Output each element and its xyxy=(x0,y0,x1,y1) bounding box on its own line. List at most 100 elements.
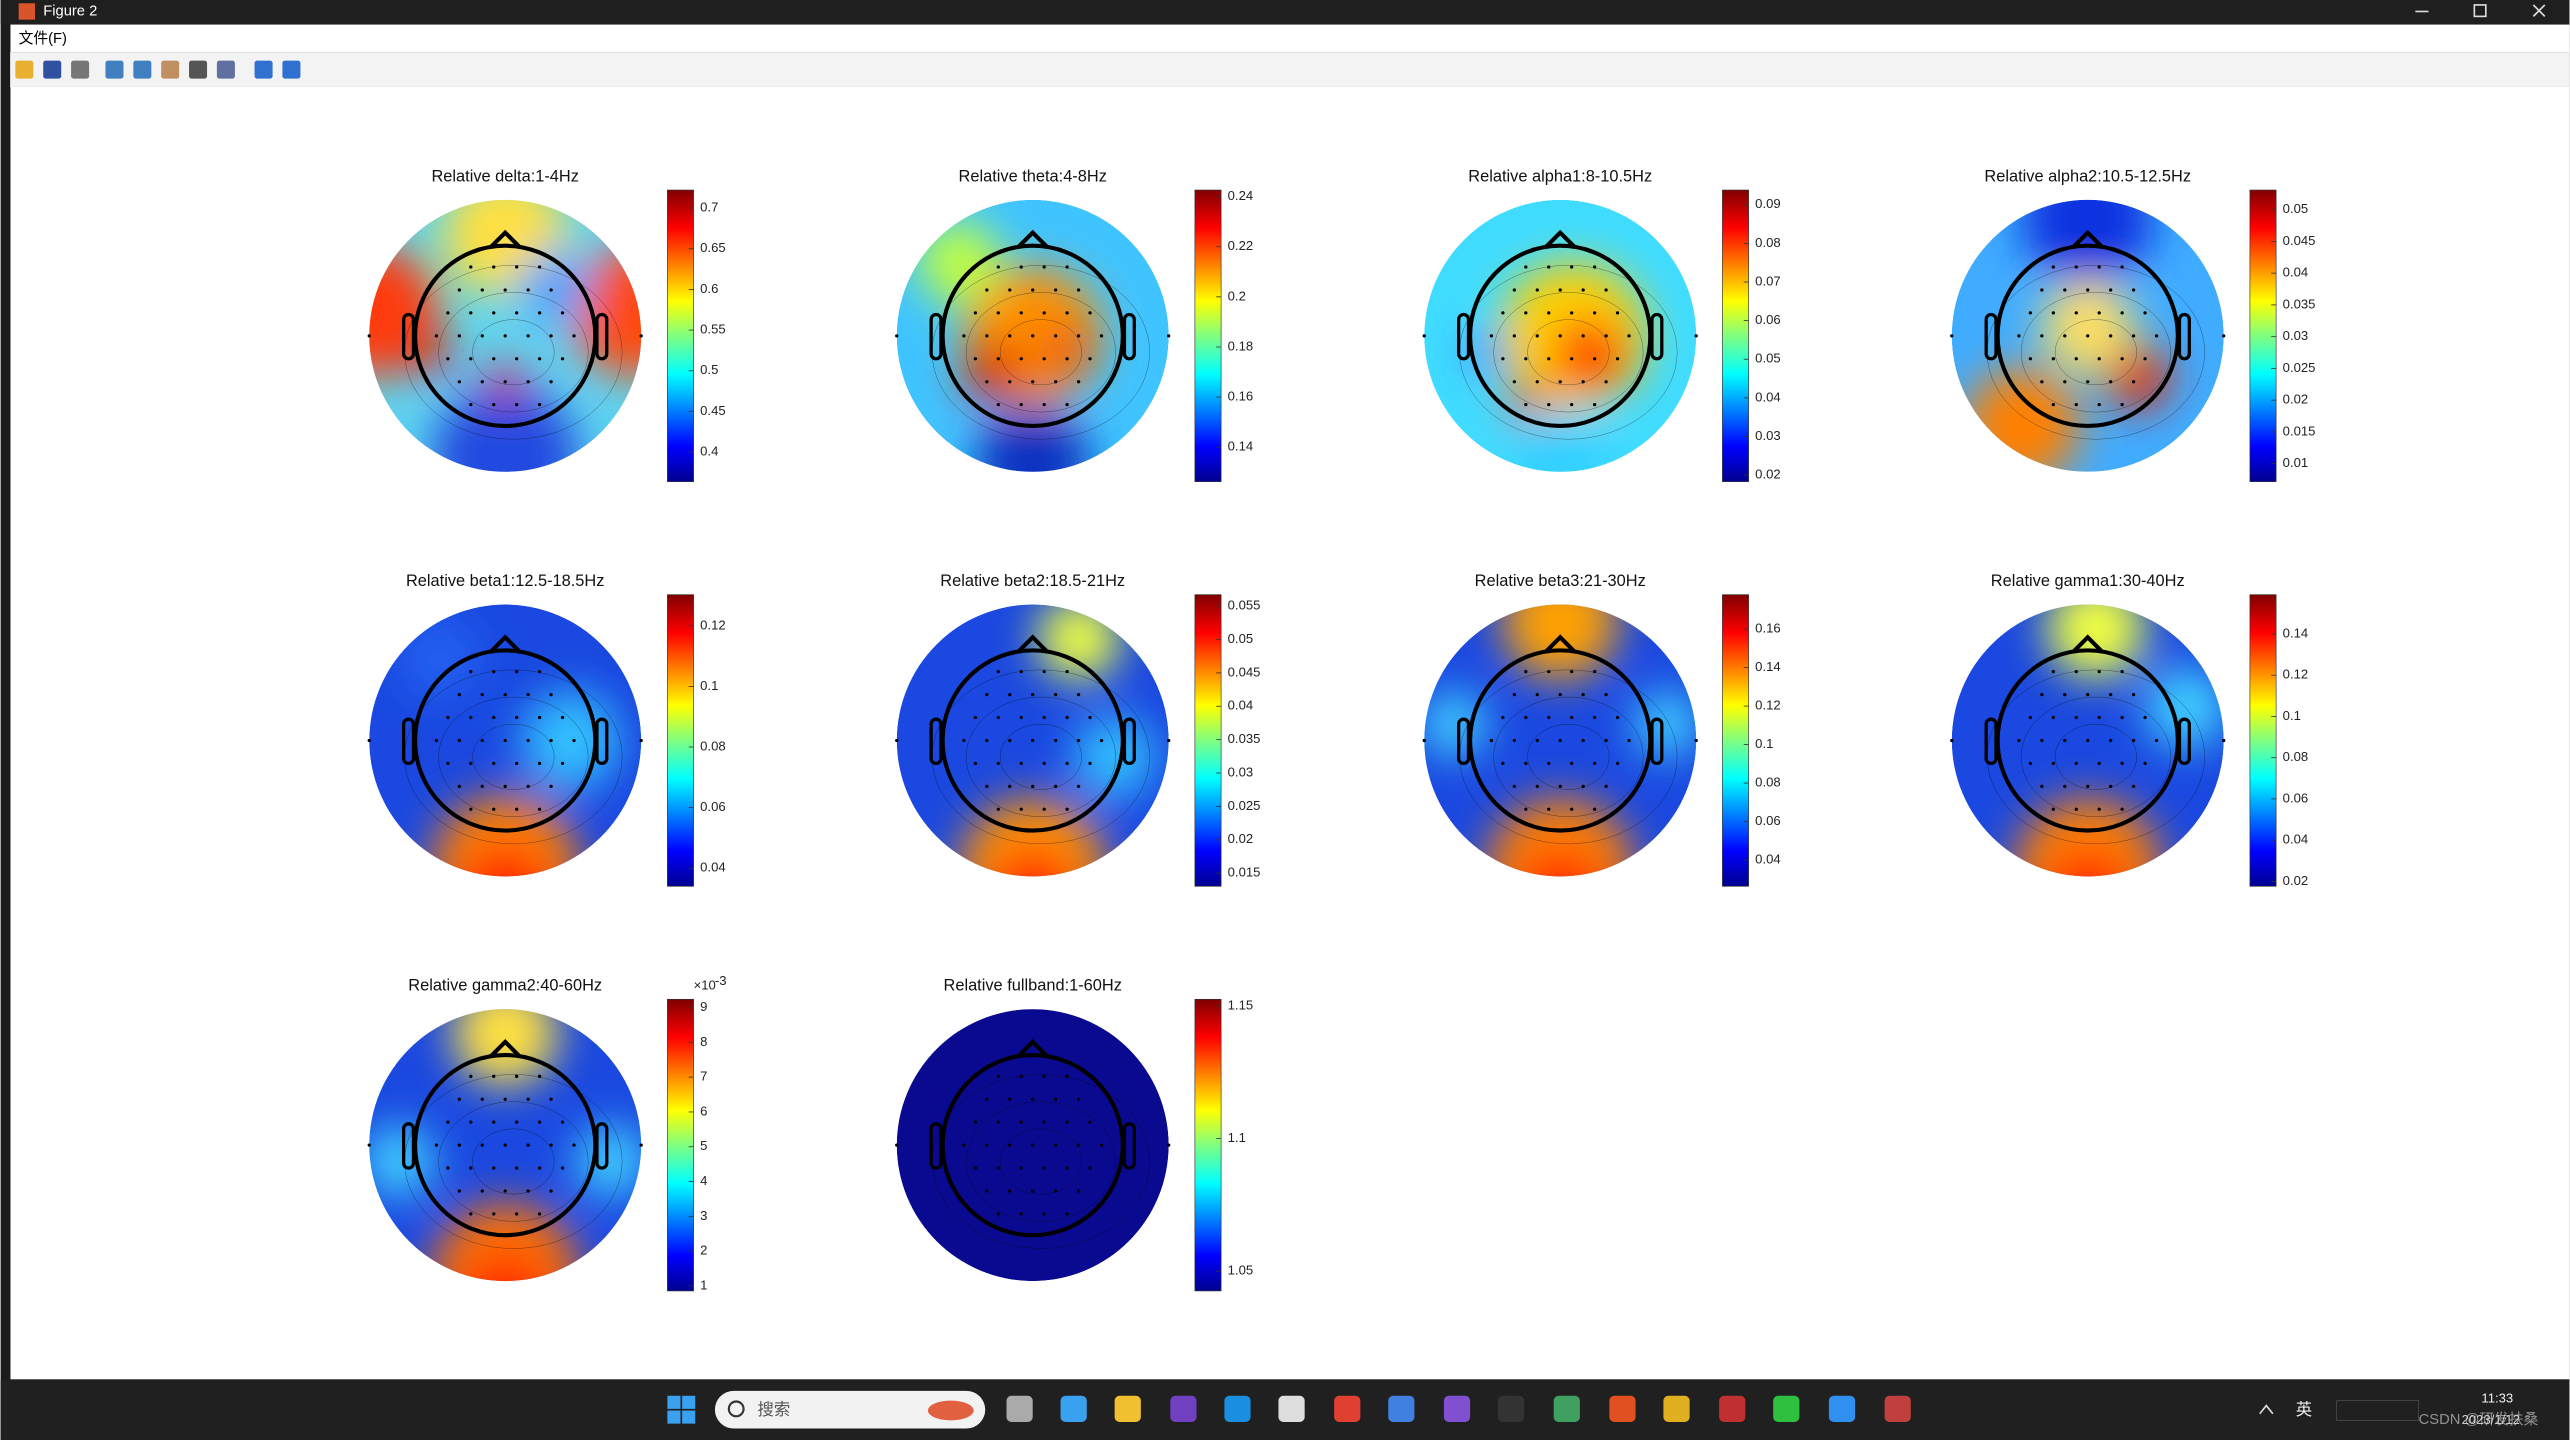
electrode xyxy=(2028,311,2033,315)
electrode xyxy=(2051,807,2055,811)
tool-button[interactable] xyxy=(105,60,124,79)
tool-button[interactable] xyxy=(189,60,208,79)
electrode xyxy=(503,334,507,338)
colorbar-tick-label: 0.45 xyxy=(700,403,725,418)
tool-button[interactable] xyxy=(71,60,90,79)
electrode xyxy=(1422,334,1426,338)
taskbar-app[interactable] xyxy=(1609,1395,1636,1422)
colorbar-exponent-base: ×10 xyxy=(694,978,716,993)
taskbar-app[interactable] xyxy=(1828,1395,1856,1422)
tray-expand[interactable] xyxy=(2259,1404,2274,1415)
electrode xyxy=(560,715,565,720)
tray-icons[interactable] xyxy=(2336,1400,2419,1421)
taskbar-app[interactable] xyxy=(1170,1395,1197,1422)
taskbar-app[interactable] xyxy=(1884,1395,1911,1422)
electrode xyxy=(985,692,989,697)
colorbar-tick-label: 0.12 xyxy=(1755,698,1780,713)
electrode xyxy=(2131,288,2136,292)
tool-button[interactable] xyxy=(216,60,235,79)
electrode xyxy=(2131,738,2136,743)
colorbar-tick-label: 0.18 xyxy=(1228,338,1253,353)
electrode xyxy=(996,715,1000,720)
electrode xyxy=(1615,715,1620,720)
taskbar-app[interactable] xyxy=(1773,1395,1800,1422)
electrode xyxy=(1054,1143,1058,1147)
electrode xyxy=(1570,403,1574,407)
menu-item[interactable]: 文件(F) xyxy=(19,30,67,47)
maximize-button[interactable] xyxy=(2473,4,2487,18)
electrode xyxy=(469,265,473,269)
colorbar xyxy=(667,189,694,482)
colorbar-tick-label: 0.015 xyxy=(1228,865,1261,880)
taskbar-app[interactable] xyxy=(1553,1395,1580,1422)
tool-button[interactable] xyxy=(282,60,301,79)
electrode xyxy=(1694,738,1698,743)
map-blob xyxy=(431,384,579,472)
electrode xyxy=(2120,670,2124,674)
colorbar-tick-label: 1.05 xyxy=(1228,1263,1253,1278)
colorbar-tick-label: 0.05 xyxy=(1228,631,1253,646)
tool-button[interactable] xyxy=(161,60,180,79)
right-ear xyxy=(2177,312,2191,361)
electrode xyxy=(1535,288,1539,292)
colorbar-tick-label: 0.01 xyxy=(2283,455,2308,470)
electrode xyxy=(1042,1074,1046,1078)
electrode xyxy=(515,1074,519,1078)
app-icon xyxy=(18,3,36,20)
taskbar-app[interactable] xyxy=(1497,1395,1525,1422)
tool-button[interactable] xyxy=(133,60,152,79)
electrode xyxy=(480,692,484,697)
electrode xyxy=(1535,334,1539,338)
taskbar-app[interactable] xyxy=(1663,1395,1690,1422)
electrode xyxy=(2074,715,2078,720)
start-button[interactable] xyxy=(667,1395,696,1424)
electrode xyxy=(537,265,542,269)
electrode xyxy=(549,380,553,384)
taskbar-app[interactable] xyxy=(1114,1395,1141,1422)
tool-button[interactable] xyxy=(254,60,273,79)
electrode xyxy=(1065,403,1069,407)
taskbar-app[interactable] xyxy=(1006,1395,1033,1422)
electrode xyxy=(2120,357,2124,361)
start-tile xyxy=(667,1410,681,1424)
taskbar-app[interactable] xyxy=(1443,1395,1471,1422)
electrode xyxy=(2051,761,2055,766)
electrode xyxy=(2143,357,2147,361)
electrode xyxy=(2028,715,2033,720)
taskbar-app[interactable] xyxy=(1060,1395,1087,1422)
taskbar-app[interactable] xyxy=(1224,1395,1251,1422)
colorbar-tick-label: 0.03 xyxy=(1755,428,1780,443)
taskbar-app[interactable] xyxy=(1719,1395,1746,1422)
electrode xyxy=(1422,738,1426,743)
tool-button[interactable] xyxy=(43,60,62,79)
nose xyxy=(489,1039,522,1059)
colorbar-tick-label: 0.14 xyxy=(2283,625,2308,640)
search-box[interactable] xyxy=(714,1390,986,1429)
colorbar-tick-label: 0.015 xyxy=(2283,423,2316,438)
colorbar-tick-label: 0.7 xyxy=(700,200,718,215)
colorbar-tick-label: 0.08 xyxy=(700,738,725,753)
electrode xyxy=(1592,311,1597,315)
electrode xyxy=(996,357,1000,361)
electrode xyxy=(1019,357,1023,361)
colorbar-tick-label: 9 xyxy=(700,999,707,1014)
colorbar-tick-label: 4 xyxy=(700,1173,707,1188)
taskbar-app[interactable] xyxy=(1334,1395,1361,1422)
electrode xyxy=(2074,403,2078,407)
electrode xyxy=(996,1120,1000,1124)
map-blob xyxy=(570,245,642,377)
taskbar-app[interactable] xyxy=(1278,1395,1305,1422)
colorbar-tick-label: 0.04 xyxy=(1755,852,1780,867)
colorbar xyxy=(1722,189,1749,482)
colorbar-tick-label: 0.045 xyxy=(1228,664,1261,679)
input-language[interactable]: 英 xyxy=(2296,1401,2312,1419)
taskbar-app[interactable] xyxy=(1388,1395,1415,1422)
electrode xyxy=(1008,288,1012,292)
tool-button[interactable] xyxy=(15,60,34,79)
electrode xyxy=(2109,692,2113,697)
map-blob xyxy=(398,617,481,700)
close-button[interactable] xyxy=(2532,4,2546,17)
electrode xyxy=(1042,1120,1046,1124)
map-blob xyxy=(1424,691,1487,757)
